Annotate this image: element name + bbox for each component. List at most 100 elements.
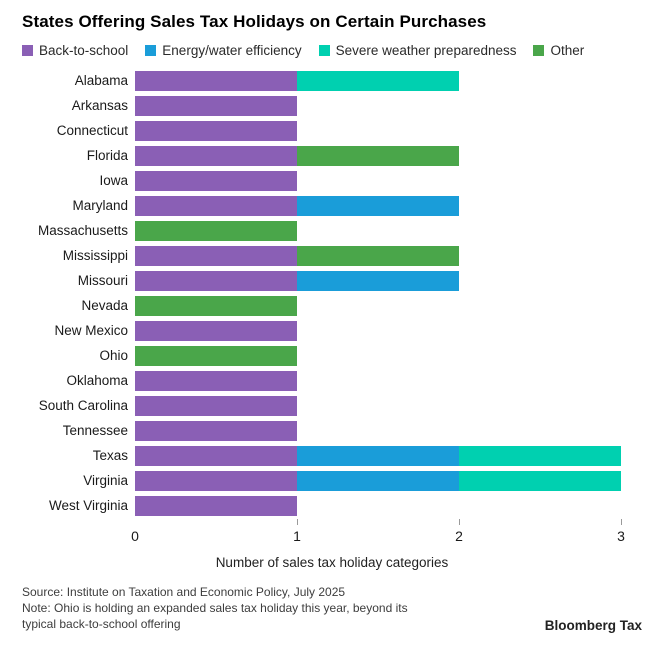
bar-row: Mississippi <box>22 243 642 268</box>
bar-segment-back-to-school <box>135 395 297 416</box>
category-label: Virginia <box>83 473 128 488</box>
bar-segment-other <box>297 245 459 266</box>
bar-track <box>135 395 297 416</box>
bar-track <box>135 245 459 266</box>
bar-segment-other <box>297 145 459 166</box>
chart-figure: States Offering Sales Tax Holidays on Ce… <box>0 12 664 570</box>
axis-tick-label: 1 <box>293 528 301 544</box>
axis-tick <box>621 519 622 525</box>
bar-segment-severe-weather-preparedness <box>297 70 459 91</box>
bar-track <box>135 295 297 316</box>
bar-track <box>135 70 459 91</box>
bar-row: South Carolina <box>22 393 642 418</box>
bar-track <box>135 170 297 191</box>
note-line-1: Note: Ohio is holding an expanded sales … <box>22 601 408 616</box>
bar-row: New Mexico <box>22 318 642 343</box>
legend-item-back-to-school: Back-to-school <box>22 43 128 58</box>
bar-segment-energy-water-efficiency <box>297 270 459 291</box>
bar-track <box>135 95 297 116</box>
bar-row: Missouri <box>22 268 642 293</box>
bar-track <box>135 370 297 391</box>
category-label: Missouri <box>77 273 128 288</box>
axis-tick <box>459 519 460 525</box>
bar-row: West Virginia <box>22 493 642 518</box>
bar-row: Tennessee <box>22 418 642 443</box>
chart-title: States Offering Sales Tax Holidays on Ce… <box>22 12 487 31</box>
bar-segment-severe-weather-preparedness <box>459 445 621 466</box>
bar-track <box>135 195 459 216</box>
axis-tick <box>297 519 298 525</box>
bar-segment-back-to-school <box>135 120 297 141</box>
bar-row: Massachusetts <box>22 218 642 243</box>
bar-segment-back-to-school <box>135 495 297 516</box>
category-label: Ohio <box>99 348 128 363</box>
bar-row: Arkansas <box>22 93 642 118</box>
bar-track <box>135 345 297 366</box>
bar-segment-other <box>135 345 297 366</box>
source-note: Source: Institute on Taxation and Econom… <box>22 585 408 633</box>
axis-tick-label: 0 <box>131 528 139 544</box>
legend-item-other: Other <box>533 43 584 58</box>
category-label: Maryland <box>72 198 128 213</box>
bar-track <box>135 145 459 166</box>
legend-label: Back-to-school <box>39 43 129 58</box>
bar-segment-back-to-school <box>135 145 297 166</box>
legend-swatch-back-to-school <box>22 45 33 56</box>
bar-segment-back-to-school <box>135 270 297 291</box>
bar-segment-severe-weather-preparedness <box>459 470 621 491</box>
legend: Back-to-school Energy/water efficiency Sev… <box>22 43 642 58</box>
bar-segment-back-to-school <box>135 370 297 391</box>
bar-segment-back-to-school <box>135 320 297 341</box>
axis-tick-label: 2 <box>455 528 463 544</box>
category-label: Mississippi <box>62 248 128 263</box>
bar-track <box>135 220 297 241</box>
category-label: Florida <box>86 148 128 163</box>
bar-row: Virginia <box>22 468 642 493</box>
bar-row: Connecticut <box>22 118 642 143</box>
plot-area: Alabama Arkansas Connecticut Florida Iowa Mar… <box>22 68 642 518</box>
bar-row: Iowa <box>22 168 642 193</box>
legend-swatch-energy-water-efficiency <box>145 45 157 56</box>
legend-item-severe-weather-preparedness: Severe weather preparedness <box>318 43 517 58</box>
legend-swatch-severe-weather-preparedness <box>318 45 330 56</box>
bar-segment-energy-water-efficiency <box>297 470 459 491</box>
bar-segment-back-to-school <box>135 245 297 266</box>
bar-track <box>135 320 297 341</box>
x-axis: 0 1 2 3 <box>0 518 664 554</box>
bar-segment-back-to-school <box>135 445 297 466</box>
bar-segment-back-to-school <box>135 420 297 441</box>
category-label: Texas <box>92 448 128 463</box>
bar-track <box>135 470 621 491</box>
category-label: New Mexico <box>54 323 128 338</box>
category-label: Tennessee <box>62 423 128 438</box>
bar-row: Texas <box>22 443 642 468</box>
bar-row: Florida <box>22 143 642 168</box>
category-label: Arkansas <box>71 98 128 113</box>
footer: Source: Institute on Taxation and Econom… <box>22 585 642 633</box>
bloomberg-tax-logo: Bloomberg Tax <box>544 618 642 633</box>
category-label: Massachusetts <box>37 223 128 238</box>
axis-tick-label: 3 <box>617 528 625 544</box>
category-label: Oklahoma <box>66 373 128 388</box>
category-label: Connecticut <box>56 123 128 138</box>
bar-track <box>135 495 297 516</box>
legend-label: Energy/water efficiency <box>162 43 302 58</box>
category-label: South Carolina <box>38 398 128 413</box>
legend-label: Other <box>550 43 585 58</box>
bar-row: Maryland <box>22 193 642 218</box>
category-label: Alabama <box>74 73 128 88</box>
bar-row: Oklahoma <box>22 368 642 393</box>
legend-swatch-other <box>533 45 545 56</box>
bar-track <box>135 420 297 441</box>
legend-label: Severe weather preparedness <box>335 43 517 58</box>
bar-segment-other <box>135 295 297 316</box>
bar-row: Alabama <box>22 68 642 93</box>
bar-segment-back-to-school <box>135 470 297 491</box>
category-label: West Virginia <box>48 498 128 513</box>
bar-track <box>135 445 621 466</box>
x-axis-label: Number of sales tax holiday categories <box>215 555 449 570</box>
bar-segment-back-to-school <box>135 195 297 216</box>
bar-segment-back-to-school <box>135 70 297 91</box>
bar-track <box>135 270 459 291</box>
bar-segment-energy-water-efficiency <box>297 445 459 466</box>
